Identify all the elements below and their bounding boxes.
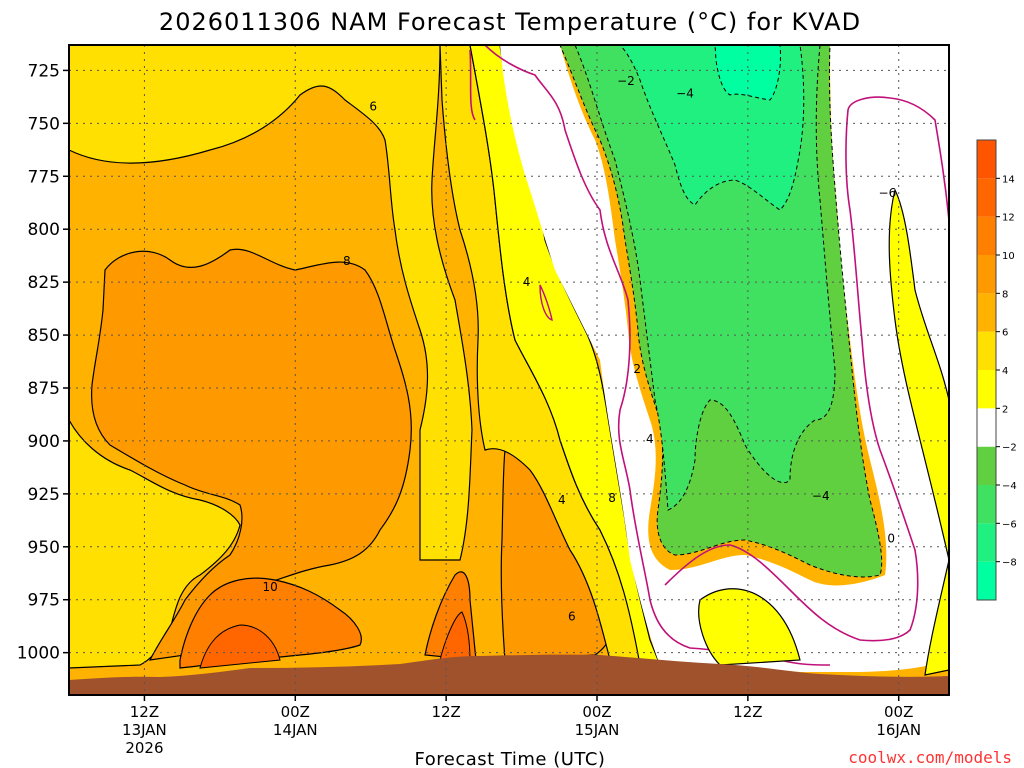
contour-label: 0	[887, 531, 895, 545]
y-tick-label: 850	[28, 326, 60, 346]
contour-label: 6	[369, 99, 377, 113]
zero-isotherm-pocket	[539, 284, 553, 322]
y-tick-label: 825	[28, 273, 60, 293]
x-tick-label: 00Z	[884, 703, 913, 721]
contour-label: 8	[608, 491, 616, 505]
terrain	[69, 654, 949, 695]
contour-label: −4	[676, 87, 694, 101]
y-tick-label: 950	[28, 538, 60, 558]
colorbar-label: 4	[1002, 366, 1008, 377]
colorbar: 14 12 10 8 6 4 2 −2 −4 −6 −8	[976, 139, 1017, 601]
contour-label: 6	[568, 610, 576, 624]
y-tick-label: 800	[28, 220, 60, 240]
colorbar-segment	[977, 446, 996, 485]
colorbar-label: 10	[1002, 251, 1015, 262]
temp-band-4-6-upper-left	[69, 45, 473, 561]
x-tick-label: 12Z	[431, 703, 460, 721]
temp-band-neg10-neg8	[714, 45, 781, 101]
colorbar-segment	[977, 408, 996, 447]
contour-labels: −2 −4 6 −6 8 4 2 4 4 8 −4 0 10 6	[263, 74, 897, 624]
colorbar-segment	[977, 331, 996, 370]
plot-frame	[68, 44, 950, 696]
zero-isotherm-right	[664, 96, 949, 642]
y-tick-label: 900	[28, 432, 60, 452]
colorbar-label: 2	[1002, 404, 1008, 415]
contour-label: 10	[263, 580, 278, 594]
colorbar-label: 14	[1002, 174, 1015, 185]
y-axis: 725 750 775 800 825 850 875 900 925 950 975 1000	[17, 61, 69, 664]
colorbar-segment	[977, 178, 996, 217]
contour-label: 2	[633, 362, 641, 376]
colorbar-segment	[977, 485, 996, 524]
x-tick-label: 12Z	[733, 703, 762, 721]
y-tick-label: 975	[28, 591, 60, 611]
y-tick-label: 775	[28, 167, 60, 187]
x-tick-date: 15JAN	[575, 721, 620, 739]
colorbar-label: −6	[1002, 519, 1017, 530]
colorbar-segment	[977, 216, 996, 255]
colorbar-label: 8	[1002, 289, 1008, 300]
y-tick-label: 725	[28, 61, 60, 81]
colorbar-label: −2	[1002, 443, 1017, 454]
colorbar-segment	[977, 255, 996, 294]
x-tick-label: 12Z	[130, 703, 159, 721]
temp-band-2-4-lower-right	[698, 588, 801, 666]
x-tick-year: 2026	[125, 739, 163, 757]
colorbar-segment	[977, 140, 996, 179]
y-tick-label: 750	[28, 114, 60, 134]
y-tick-label: 925	[28, 485, 60, 505]
colorbar-segment	[977, 523, 996, 562]
contour-label: −2	[617, 74, 635, 88]
x-tick-label: 00Z	[582, 703, 611, 721]
x-tick-label: 00Z	[281, 703, 310, 721]
colorbar-segment	[977, 293, 996, 332]
contour-label: 4	[558, 493, 566, 507]
x-tick-date: 16JAN	[876, 721, 921, 739]
colorbar-label: −4	[1002, 481, 1017, 492]
contour-label: 4	[523, 275, 531, 289]
contour-label: 4	[646, 432, 654, 446]
x-axis-label: Forecast Time (UTC)	[415, 749, 606, 768]
colorbar-label: 6	[1002, 328, 1008, 339]
colorbar-label: 12	[1002, 213, 1015, 224]
y-tick-label: 875	[28, 379, 60, 399]
x-tick-date: 13JAN	[122, 721, 167, 739]
contour-label: −6	[879, 186, 897, 200]
zero-isotherm-left	[469, 45, 831, 666]
x-tick-date: 14JAN	[273, 721, 318, 739]
plot-area: −2 −4 6 −6 8 4 2 4 4 8 −4 0 10 6	[69, 45, 949, 695]
colorbar-segment	[977, 561, 996, 600]
y-tick-label: 1000	[17, 644, 60, 664]
colorbar-label: −8	[1002, 558, 1017, 569]
contour-label: 8	[343, 254, 351, 268]
credit-text: coolwx.com/models	[848, 748, 1012, 767]
temp-band-neg2-2	[500, 45, 949, 672]
contour-label: −4	[812, 489, 830, 503]
temp-band-12-14	[199, 624, 281, 669]
colorbar-segment	[977, 370, 996, 409]
chart-title: 2026011306 NAM Forecast Temperature (°C)…	[159, 8, 861, 36]
